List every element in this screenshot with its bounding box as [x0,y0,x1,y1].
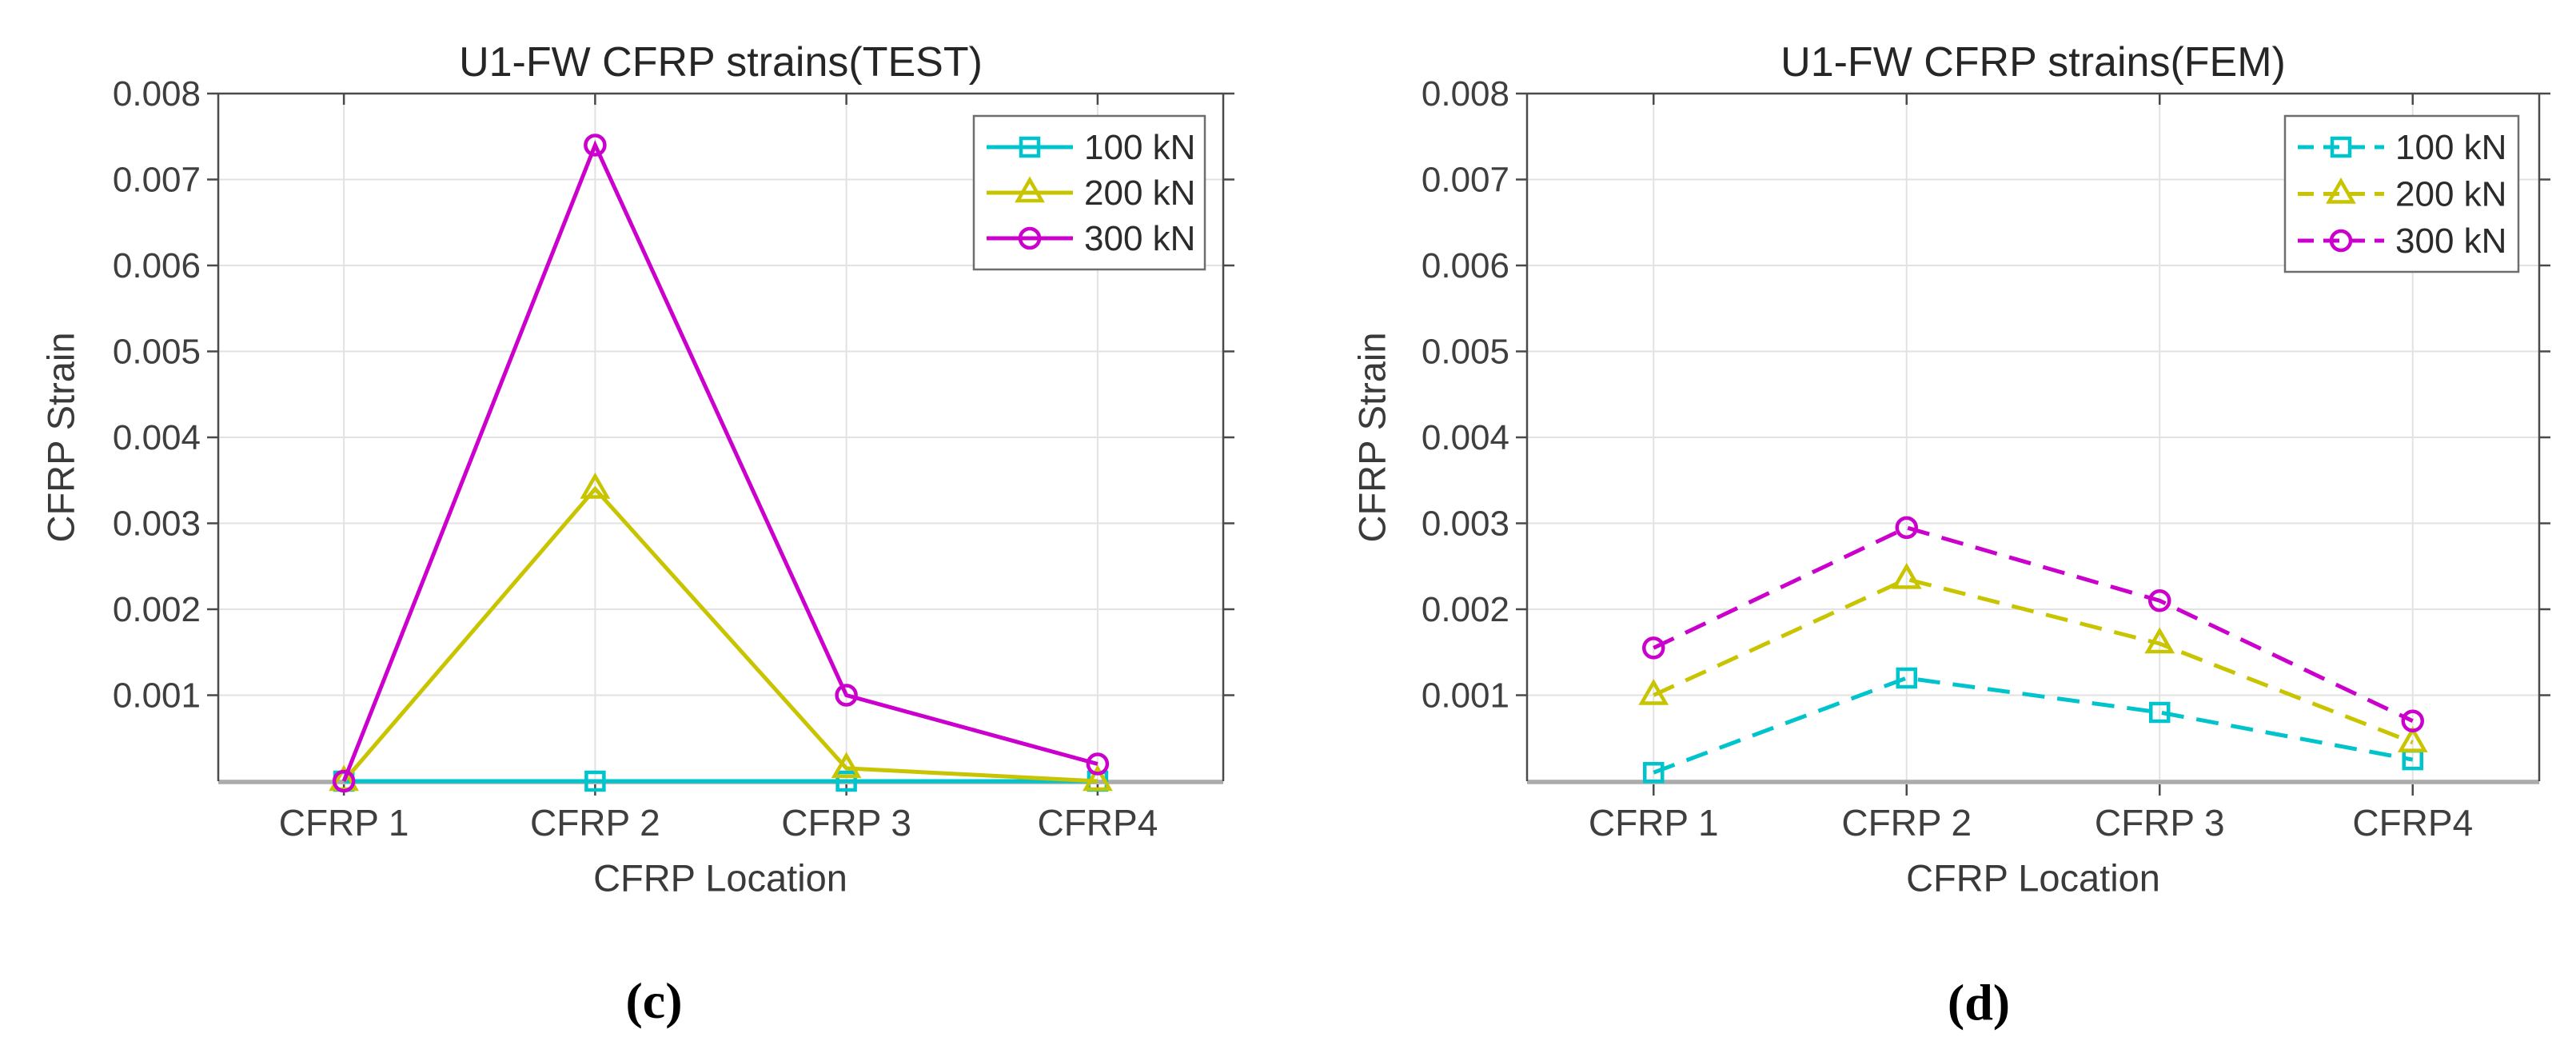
legend-label: 100 kN [2395,128,2506,167]
caption-d: (d) [1947,974,2011,1031]
y-tick-label: 0.004 [113,418,201,457]
y-tick-label: 0.003 [113,505,201,544]
chart-test-y-axis-label: CFRP Strain [39,332,82,543]
y-tick-label: 0.008 [113,74,201,114]
square-marker [1896,667,1917,689]
x-tick-label: CFRP4 [1037,802,1158,844]
square-marker [584,770,606,792]
square-marker [1643,762,1665,784]
y-tick-label: 0.006 [113,246,201,285]
triangle-marker [2326,177,2356,204]
circle-marker [2329,229,2353,253]
y-tick-label: 0.006 [1422,246,1509,285]
triangle-marker [2397,726,2428,752]
series-line [1653,676,2414,775]
circle-marker [2401,709,2424,732]
circle-marker [1895,516,1918,540]
circle-marker [1086,752,1110,776]
triangle-marker [831,752,862,779]
caption-c: (c) [625,972,683,1029]
y-tick-label: 0.007 [1422,161,1509,200]
series-300-kn [1642,516,2424,732]
x-tick-label: CFRP 2 [530,802,660,844]
series-300-kn [332,134,1110,793]
square-marker [2330,136,2352,158]
square-marker [835,770,857,792]
chart-panel-c: 0.001 0.002 0.003 0.004 0.005 0.006 0.007 0.008… [113,74,1234,844]
legend-label: 200 kN [1084,174,1195,213]
legend-label: 100 kN [1084,128,1195,167]
x-tick-label: CFRP 1 [279,802,409,844]
legend: 100 kN 200 kN 300 kN [972,114,1206,271]
chart-fem-x-axis-label: CFRP Location [1906,856,2160,899]
circle-marker [1018,226,1042,250]
triangle-marker [1638,678,1669,705]
series-line [1653,576,2414,744]
axes: 0.001 0.002 0.003 0.004 0.005 0.006 0.007 0.008… [1422,74,2550,844]
legend: 100 kN 200 kN 300 kN [2283,114,2520,273]
chart-fem-title: U1-FW CFRP strains(FEM) [1780,39,2286,86]
triangle-marker [2144,627,2175,654]
y-tick-label: 0.004 [1422,418,1509,457]
circle-marker [1642,636,1665,660]
chart-test-title: U1-FW CFRP strains(TEST) [459,39,983,86]
series-200-kn [1638,562,2428,752]
y-tick-label: 0.001 [113,676,201,716]
y-tick-label: 0.007 [113,161,201,200]
chart-test-x-axis-label: CFRP Location [593,856,847,899]
chart-fem-y-axis-label: CFRP Strain [1350,332,1394,543]
triangle-marker [1015,176,1045,203]
x-tick-label: CFRP 3 [2095,802,2225,844]
circle-marker [584,134,607,157]
triangle-marker [580,472,611,499]
y-tick-label: 0.002 [1422,590,1509,629]
series-line [1653,525,2414,724]
y-tick-label: 0.005 [1422,333,1509,372]
circle-marker [332,769,356,793]
legend-box [2283,114,2520,273]
y-tick-label: 0.008 [1422,74,1509,114]
series-line [342,485,1099,784]
triangle-marker [1891,562,1922,589]
y-tick-label: 0.002 [113,590,201,629]
x-tick-label: CFRP 2 [1841,802,1972,844]
triangle-marker [1082,764,1113,792]
series-100-kn [1643,667,2423,784]
x-tick-label: CFRP 1 [1589,802,1719,844]
y-tick-label: 0.005 [113,333,201,372]
series-line [341,140,1099,782]
legend-label: 300 kN [1084,219,1195,258]
y-tick-label: 0.001 [1422,676,1509,716]
x-tick-label: CFRP4 [2352,802,2473,844]
legend-label: 300 kN [2395,221,2506,261]
circle-marker [2148,589,2171,612]
y-tick-label: 0.003 [1422,505,1509,544]
square-marker [2149,701,2171,724]
x-tick-label: CFRP 3 [781,802,911,844]
circle-marker [835,684,858,707]
square-marker [1019,136,1041,158]
legend-label: 200 kN [2395,175,2506,214]
chart-panel-d: 0.001 0.002 0.003 0.004 0.005 0.006 0.007 0.008… [1422,74,2550,844]
